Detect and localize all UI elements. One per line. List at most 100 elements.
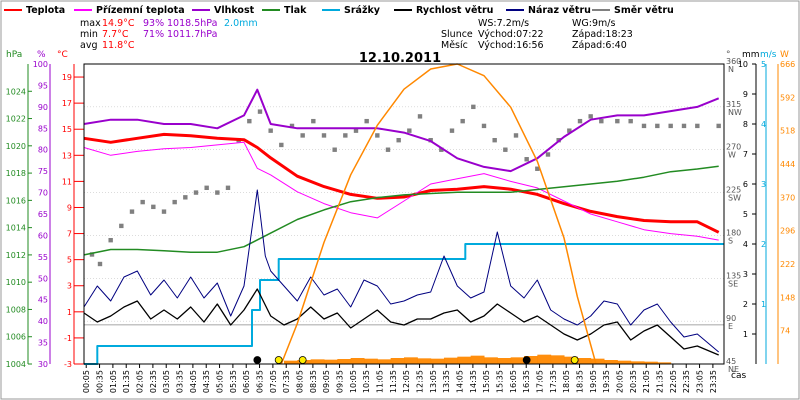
- direction-point: [247, 118, 252, 124]
- direction-point: [588, 114, 593, 119]
- tick-time: 03:05: [162, 370, 171, 393]
- direction-point: [353, 128, 359, 133]
- legend-label-precipitation: Srážky: [344, 5, 381, 16]
- direction-point: [215, 190, 220, 195]
- tick-time: 01:05: [109, 370, 118, 393]
- tick-time: 09:35: [336, 370, 345, 393]
- solar-bar: [484, 357, 498, 364]
- direction-point: [524, 157, 529, 162]
- direction-point: [225, 185, 231, 191]
- series-humidity: [83, 88, 720, 173]
- tick-temperature: 19: [62, 73, 72, 82]
- direction-point: [681, 123, 687, 129]
- stats-min-label: min: [80, 29, 98, 40]
- direction-point: [129, 209, 135, 214]
- tick-solar: 296: [780, 227, 795, 236]
- info-moon-label: Měsíc: [441, 40, 468, 51]
- series-sun: [280, 63, 597, 365]
- marker-yellow: [274, 356, 283, 364]
- direction-point: [439, 147, 444, 152]
- tick-time: 20:05: [616, 370, 625, 393]
- direction-point: [599, 118, 604, 124]
- tick-solar: 148: [780, 293, 795, 302]
- tick-humidity: 90: [38, 103, 48, 112]
- solar-bar: [390, 358, 405, 364]
- tick-time: 23:35: [709, 370, 718, 393]
- unit-pressure: hPa: [6, 50, 22, 60]
- tick-time: 22:35: [682, 370, 691, 393]
- tick-time: 13:05: [429, 370, 438, 393]
- tick-direction: 90: [726, 314, 736, 323]
- stats-min-hum: 71%: [143, 29, 164, 40]
- direction-point: [641, 123, 647, 129]
- tick-humidity: 60: [38, 231, 48, 240]
- solar-bar: [337, 359, 352, 364]
- info-sun-set: Západ:18:23: [572, 29, 633, 40]
- tick-time: 19:05: [589, 370, 598, 393]
- tick-compass: NW: [728, 108, 742, 117]
- marker-black: [253, 356, 262, 364]
- stats-avg-label: avg: [80, 40, 97, 51]
- tick-time: 00:35: [96, 370, 105, 393]
- tick-time: 15:05: [482, 370, 491, 393]
- unit-direction: °: [726, 50, 731, 60]
- tick-time: 06:05: [242, 370, 251, 393]
- direction-point: [161, 209, 167, 214]
- tick-direction: 315: [726, 100, 741, 109]
- tick-pressure: 1024: [6, 87, 26, 96]
- series-precipitation: [84, 243, 724, 365]
- solar-area: [284, 354, 672, 364]
- legend-label-feels_like: Přízemní teplota: [96, 5, 185, 16]
- tick-direction: 180: [726, 228, 741, 237]
- direction-point: [655, 123, 660, 129]
- stats-min-press: 1011.7hPa: [167, 29, 217, 40]
- tick-direction: 45: [726, 357, 736, 366]
- tick-time: 21:05: [642, 370, 651, 393]
- tick-time: 04:35: [202, 370, 211, 393]
- tick-compass: SE: [728, 279, 738, 288]
- solar-bar: [284, 360, 298, 364]
- direction-point: [257, 109, 263, 114]
- direction-point: [481, 123, 487, 129]
- solar-bar: [324, 359, 338, 364]
- solar-bar: [430, 358, 445, 364]
- tick-pressure: 1010: [6, 278, 26, 287]
- direction-point: [183, 195, 188, 200]
- direction-point: [89, 252, 95, 257]
- direction-point: [471, 104, 476, 110]
- unit-solar: W: [780, 50, 789, 60]
- direction-point: [567, 128, 572, 133]
- tick-pressure: 1012: [6, 251, 26, 260]
- series-wind_gust: [83, 189, 720, 353]
- tick-pressure: 1004: [6, 360, 26, 369]
- tick-time: 11:35: [389, 370, 398, 393]
- tick-time: 07:35: [282, 370, 291, 393]
- direction-point: [615, 118, 620, 124]
- tick-direction: 270: [726, 143, 741, 152]
- tick-pressure: 1018: [6, 169, 26, 178]
- tick-time: 08:35: [309, 370, 318, 393]
- series-lines: [83, 63, 724, 365]
- tick-time: 04:05: [189, 370, 198, 393]
- legend: Teplota Přízemní teplota Vlhkost Tlak Srážky…: [4, 5, 674, 16]
- stats-block: max 14.9°C 93% 1018.5hPa 2.0mm min 7.7°C…: [80, 18, 258, 51]
- direction-point: [417, 114, 423, 119]
- direction-point: [364, 118, 369, 124]
- wind-direction-points: [89, 104, 721, 267]
- solar-bar: [310, 359, 325, 364]
- solar-bar: [457, 356, 472, 364]
- direction-point: [108, 237, 113, 243]
- tick-time: 08:05: [296, 370, 305, 393]
- tick-time: 14:35: [469, 370, 478, 393]
- tick-direction: 135: [726, 271, 741, 280]
- direction-point: [503, 147, 508, 152]
- tick-pressure: 1020: [6, 142, 26, 151]
- tick-solar: 370: [780, 193, 795, 202]
- tick-time: 06:35: [256, 370, 265, 393]
- plot-frame: [83, 63, 725, 365]
- tick-solar: 592: [780, 93, 795, 102]
- tick-pressure: 1016: [6, 196, 26, 205]
- direction-point: [140, 199, 145, 205]
- direction-point: [577, 118, 583, 124]
